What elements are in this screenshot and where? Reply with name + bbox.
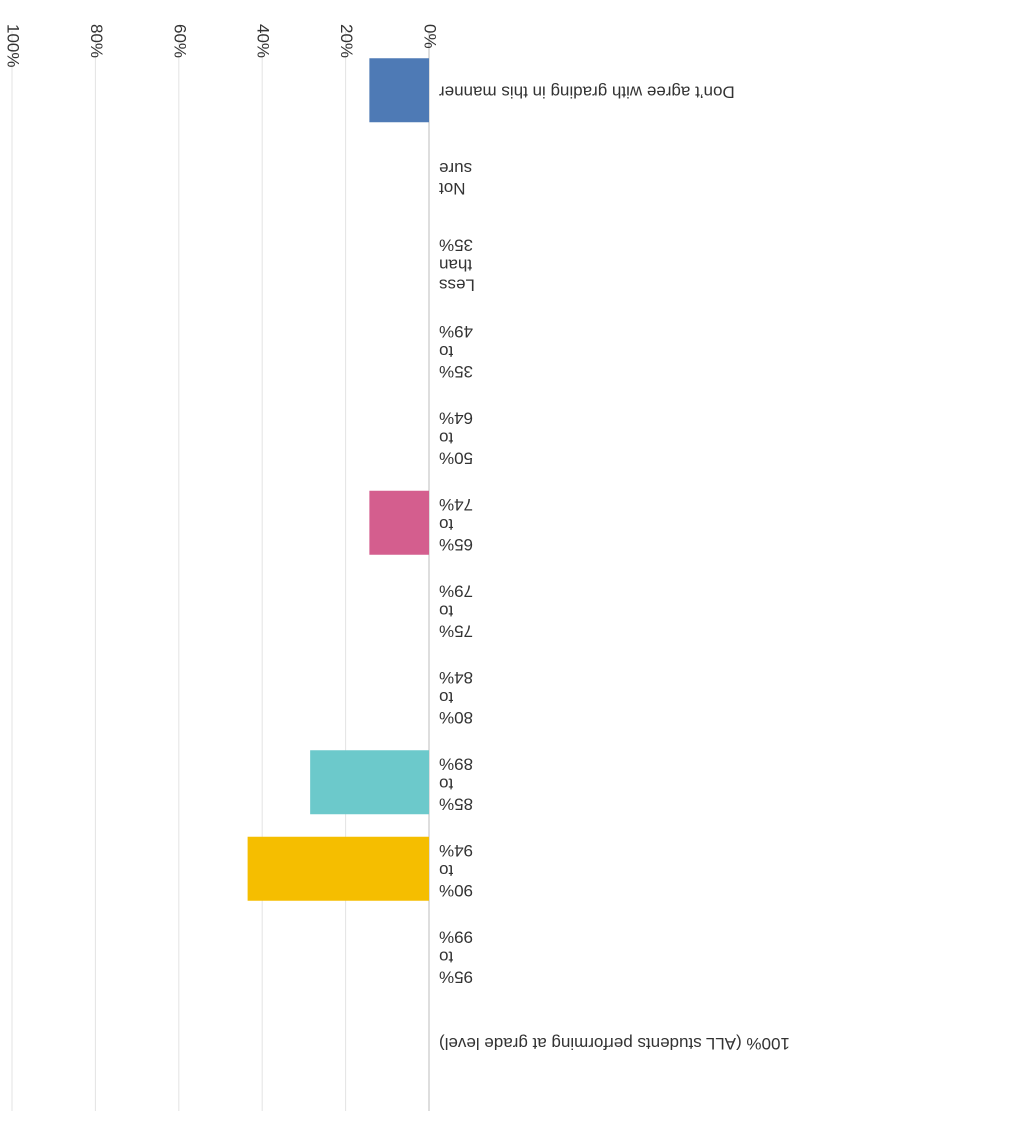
category-label-line: 50% — [439, 448, 473, 467]
category-label-line: 99% — [439, 927, 473, 946]
bar-layer — [247, 58, 429, 901]
category-label-line: to — [439, 860, 453, 879]
category-label-line: 65% — [439, 534, 473, 553]
category-label-line: Don’t agree with grading in this manner — [439, 82, 735, 101]
category-label: 75%to79% — [439, 581, 473, 640]
category-label-line: 64% — [439, 408, 473, 427]
category-label-line: to — [439, 341, 453, 360]
category-label-line: 79% — [439, 581, 473, 600]
category-label-line: Less — [439, 275, 475, 294]
category-label: 65%to74% — [439, 494, 473, 553]
category-label: Don’t agree with grading in this manner — [439, 82, 735, 101]
category-label-line: to — [439, 774, 453, 793]
category-label-layer: 100% (ALL students performing at grade l… — [439, 82, 790, 1053]
category-label: 50%to64% — [439, 408, 473, 467]
category-label: 85%to89% — [439, 754, 473, 813]
category-label-line: to — [439, 428, 453, 447]
category-label-line: 74% — [439, 494, 473, 513]
bar — [310, 750, 429, 815]
grid-layer — [11, 31, 430, 1111]
category-label-line: 80% — [439, 707, 473, 726]
category-label-line: 35% — [439, 235, 473, 254]
category-label-line: 49% — [439, 321, 473, 340]
category-label-line: 35% — [439, 361, 473, 380]
category-label-line: to — [439, 947, 453, 966]
category-label-line: 84% — [439, 667, 473, 686]
category-label-line: Not — [439, 178, 466, 197]
category-label-line: 100% (ALL students performing at grade l… — [439, 1033, 790, 1052]
bar — [247, 836, 429, 901]
category-label-line: 90% — [439, 880, 473, 899]
category-label-line: to — [439, 514, 453, 533]
x-tick-label: 40% — [254, 24, 273, 58]
category-label-line: to — [439, 687, 453, 706]
x-tick-label: 0% — [421, 24, 440, 49]
tick-label-layer: 0% 20% 40% 60% 80% 100% — [4, 24, 440, 67]
category-label: 35%to49% — [439, 321, 473, 380]
category-label-line: than — [439, 255, 472, 274]
x-tick-label: 80% — [87, 24, 106, 58]
category-label: 80%to84% — [439, 667, 473, 726]
category-label-line: 85% — [439, 794, 473, 813]
category-label-line: 94% — [439, 840, 473, 859]
category-label: 90%to94% — [439, 840, 473, 899]
bar — [369, 58, 429, 123]
category-label-line: 89% — [439, 754, 473, 773]
x-tick-label: 20% — [337, 24, 356, 58]
bar — [369, 490, 429, 555]
x-tick-label: 100% — [4, 24, 23, 67]
category-label: 100% (ALL students performing at grade l… — [439, 1033, 790, 1052]
x-tick-label: 60% — [170, 24, 189, 58]
category-label-line: sure — [439, 158, 472, 177]
category-label-line: 95% — [439, 967, 473, 986]
category-label-line: 75% — [439, 621, 473, 640]
category-label: Notsure — [439, 158, 472, 197]
category-label-line: to — [439, 601, 453, 620]
category-label: 95%to99% — [439, 927, 473, 986]
category-label: Lessthan35% — [439, 235, 475, 294]
